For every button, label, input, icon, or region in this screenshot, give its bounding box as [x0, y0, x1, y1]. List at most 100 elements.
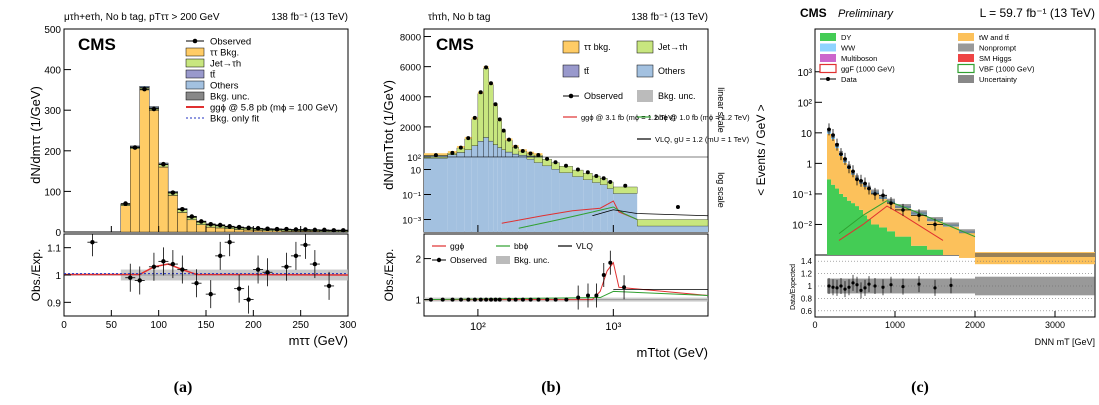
ratio-point [458, 297, 463, 302]
observed-point [564, 163, 568, 168]
ratio-legend-marker [436, 257, 442, 263]
ratio-point [843, 287, 847, 291]
legend-swatch [820, 43, 836, 52]
legend-label: VLQ, gU = 1.2 (mU = 1 TeV) [655, 135, 750, 144]
panel-b-lower-scale-note: log scale [716, 172, 726, 208]
panel-c-legend: DY tW and tt̄ WW Nonprompt Multiboson SM Higg… [819, 33, 1035, 84]
observed-point [284, 226, 289, 232]
stack-bar [526, 156, 535, 160]
ratio-point [208, 291, 213, 297]
observed-point [536, 153, 541, 158]
stack-bar [526, 159, 535, 232]
tick-label: 1 [415, 296, 421, 307]
stack-bar [827, 179, 831, 255]
ratio-point [90, 240, 95, 245]
stack-bar [534, 162, 543, 232]
data-point [867, 186, 871, 191]
stack-bar [456, 157, 465, 232]
panel-b-ratio: ggϕ bbϕ VLQ Observed Bkg. unc. [423, 241, 709, 310]
ratio-point [536, 297, 541, 302]
ratio-ggphi [424, 261, 709, 301]
stack-bar [911, 245, 927, 255]
observed-point [450, 150, 455, 155]
legend-marker-point [826, 77, 830, 81]
legend-swatch [185, 47, 205, 57]
observed-point [180, 206, 185, 212]
legend-label: ττ bkg. [584, 42, 611, 52]
ratio-point [601, 273, 606, 277]
ratio-point [151, 264, 157, 269]
tick-label: 200 [44, 147, 61, 158]
unc-band [975, 253, 1095, 257]
legend-label: ττ Bkg. [210, 48, 239, 59]
stack-bar [572, 176, 584, 232]
ratio-bbphi [423, 290, 709, 301]
legend-label: Others [658, 66, 686, 76]
legend-label: DY [841, 33, 851, 42]
data-point [859, 178, 863, 183]
legend-swatch [820, 54, 836, 62]
tick-label: 2000 [965, 320, 985, 330]
data-point [873, 192, 877, 196]
tick-label: 500 [44, 25, 61, 36]
stack-bar [895, 236, 911, 255]
panel-a: μτh+eτh, No b tag, pTττ > 200 GeV 138 fb… [28, 12, 357, 396]
ratio-point [851, 281, 855, 285]
ratio-point [867, 282, 871, 286]
stack-bar [559, 172, 573, 232]
ratio-point [472, 297, 477, 302]
ratio-point [917, 282, 921, 286]
stack-bar [843, 196, 847, 255]
panel-c-cms-label: CMS [800, 6, 827, 20]
legend-swatch [958, 54, 974, 62]
data-point [851, 169, 855, 174]
panel-b-legend: ττ bkg. Jet→τh tt̄ Others Observed Bkg. unc. g… [562, 40, 750, 144]
legend-marker-point [568, 93, 574, 99]
panel-b-xlabel: mTtot (GeV) [636, 345, 708, 360]
ratio-point [326, 283, 332, 289]
observed-point [520, 148, 525, 153]
stack-bar [501, 149, 506, 158]
panel-a-ratio [64, 234, 349, 314]
stack-bar [887, 231, 895, 255]
ratio-point [520, 297, 525, 302]
legend-swatch [820, 33, 836, 41]
tick-label: 100 [150, 320, 167, 331]
legend-swatch [958, 43, 974, 52]
data-point [839, 152, 843, 156]
tick-label: 2 [415, 255, 421, 266]
stack-bar [205, 226, 216, 233]
ratio-point [545, 297, 550, 302]
observed-point [594, 174, 599, 179]
ratio-legend-label: VLQ [576, 241, 593, 251]
observed-point [303, 227, 308, 232]
stack-bar [855, 206, 859, 255]
panel-c-header-right: L = 59.7 fb⁻¹ (13 TeV) [980, 6, 1095, 20]
legend-label: Jet→τh [658, 42, 688, 52]
legend-label: Nonprompt [979, 44, 1017, 53]
legend-label: Others [210, 81, 239, 92]
stack-bar [130, 148, 140, 233]
ratio-point [236, 286, 242, 291]
observed-point [575, 167, 580, 172]
observed-point [675, 205, 680, 209]
stack-bar [879, 227, 887, 255]
ratio-point [450, 297, 455, 302]
stack-bar [120, 205, 131, 233]
observed-point [493, 102, 498, 107]
stack-bar [551, 169, 560, 232]
ratio-point [137, 278, 142, 283]
tick-label: 2000 [400, 123, 421, 134]
observed-point [274, 226, 280, 232]
observed-point [601, 176, 606, 181]
tick-label: 1 [806, 159, 812, 170]
stack-bar [847, 200, 851, 255]
legend-label: Multiboson [841, 54, 877, 63]
ratio-point [839, 284, 843, 288]
observed-point [142, 86, 147, 92]
observed-point [151, 106, 157, 112]
panel-b-ylabel: dN/dmTtot (1/GeV) [381, 80, 396, 190]
signal-vlq [592, 209, 709, 217]
legend-label: Bkg. unc. [658, 91, 696, 101]
